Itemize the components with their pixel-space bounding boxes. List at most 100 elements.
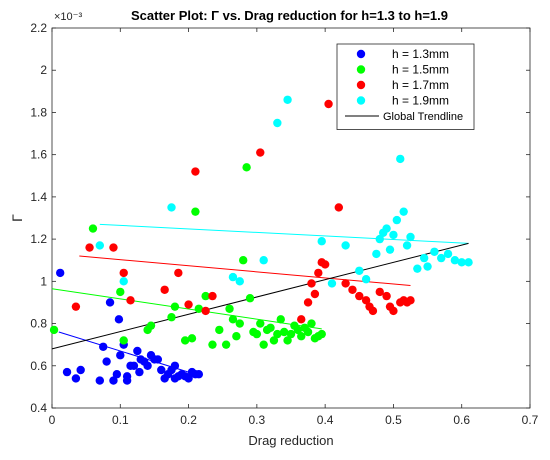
trendline-h-1-7mm <box>79 255 411 287</box>
trend-lines <box>51 223 469 375</box>
data-point <box>443 249 453 259</box>
data-point <box>153 355 163 364</box>
data-point <box>225 304 234 313</box>
data-point <box>116 287 125 297</box>
legend-label: h = 1.9mm <box>392 94 449 108</box>
data-point <box>95 376 105 385</box>
data-point <box>252 329 262 339</box>
data-point <box>71 374 81 383</box>
legend-marker <box>356 49 366 59</box>
data-point <box>297 332 306 341</box>
y-tick-label: 0.6 <box>30 359 47 373</box>
x-tick-label: 0.1 <box>112 413 129 427</box>
data-point <box>129 361 139 370</box>
global-trendline <box>51 242 469 350</box>
data-point <box>146 321 156 330</box>
data-point <box>126 296 135 305</box>
data-point <box>49 325 59 335</box>
data-point <box>245 294 255 303</box>
x-tick-label: 0.3 <box>249 413 266 427</box>
data-point <box>402 241 412 250</box>
data-point <box>221 340 231 349</box>
data-point <box>256 148 265 157</box>
y-tick-label: 1 <box>40 274 47 288</box>
data-point <box>372 249 381 259</box>
x-axis-label: Drag reduction <box>248 433 333 448</box>
x-tick-label: 0.5 <box>385 413 402 427</box>
y-tick-label: 0.4 <box>30 401 47 415</box>
x-tick-label: 0.4 <box>317 413 334 427</box>
data-point <box>368 306 378 316</box>
data-point <box>375 287 384 297</box>
legend-label: h = 1.5mm <box>392 63 449 77</box>
y-tick-label: 2 <box>40 63 47 77</box>
data-point <box>112 370 122 379</box>
data-point <box>273 118 282 128</box>
x-tick-label: 0 <box>49 413 56 427</box>
legend-label: h = 1.3mm <box>392 47 449 61</box>
data-point <box>307 319 316 328</box>
data-point <box>102 357 111 366</box>
data-point <box>310 289 320 299</box>
data-point <box>242 163 251 172</box>
data-point <box>327 279 337 288</box>
data-point <box>228 315 238 324</box>
legend-marker <box>356 65 366 74</box>
data-point <box>157 365 166 375</box>
data-point <box>361 275 371 284</box>
data-point <box>303 298 313 307</box>
data-point <box>167 203 176 212</box>
data-point <box>286 329 296 339</box>
trendline-h-1-9mm <box>99 223 469 244</box>
data-point <box>135 367 144 377</box>
data-point <box>283 95 292 104</box>
data-points <box>49 95 473 385</box>
data-point <box>293 325 303 335</box>
x-tick-label: 0.2 <box>180 413 197 427</box>
data-point <box>170 361 180 370</box>
chart-title: Scatter Plot: Γ vs. Drag reduction for h… <box>131 8 448 23</box>
data-point <box>88 224 98 233</box>
data-point <box>228 272 238 282</box>
data-point <box>389 230 398 240</box>
data-point <box>464 258 473 267</box>
x-tick-label: 0.7 <box>522 413 539 427</box>
y-axis-exponent-label: ×10⁻³ <box>54 11 82 23</box>
data-point <box>341 241 350 250</box>
data-point <box>355 291 364 301</box>
data-point <box>324 99 333 109</box>
data-point <box>191 167 200 176</box>
legend-marker <box>356 96 366 105</box>
data-point <box>109 376 118 385</box>
y-tick-label: 2.2 <box>30 21 47 35</box>
data-point <box>437 253 446 263</box>
data-point <box>450 256 460 265</box>
data-point <box>105 298 115 307</box>
data-point <box>215 325 224 335</box>
data-point <box>303 327 313 337</box>
data-point <box>232 332 241 341</box>
data-point <box>317 237 326 246</box>
data-point <box>194 304 204 313</box>
data-point <box>119 268 128 278</box>
data-point <box>256 319 265 328</box>
data-point <box>273 329 282 339</box>
data-point <box>283 336 292 345</box>
legend-label: Global Trendline <box>383 111 463 123</box>
data-point <box>279 327 289 337</box>
data-point <box>194 370 204 379</box>
axis-ticks: 0 0.1 0.2 0.3 0.4 0.5 0.6 0.7 0.4 0.6 0.8 1 1.2 1.4 1.… <box>30 21 538 427</box>
data-point <box>55 268 65 278</box>
data-point <box>297 315 306 324</box>
data-point <box>95 241 105 250</box>
y-tick-label: 1.6 <box>30 148 47 162</box>
data-point <box>160 285 169 294</box>
data-point <box>235 277 244 286</box>
data-point <box>201 306 210 316</box>
data-point <box>119 277 128 286</box>
data-point <box>143 361 152 370</box>
data-point <box>355 266 364 275</box>
data-point <box>85 243 94 252</box>
